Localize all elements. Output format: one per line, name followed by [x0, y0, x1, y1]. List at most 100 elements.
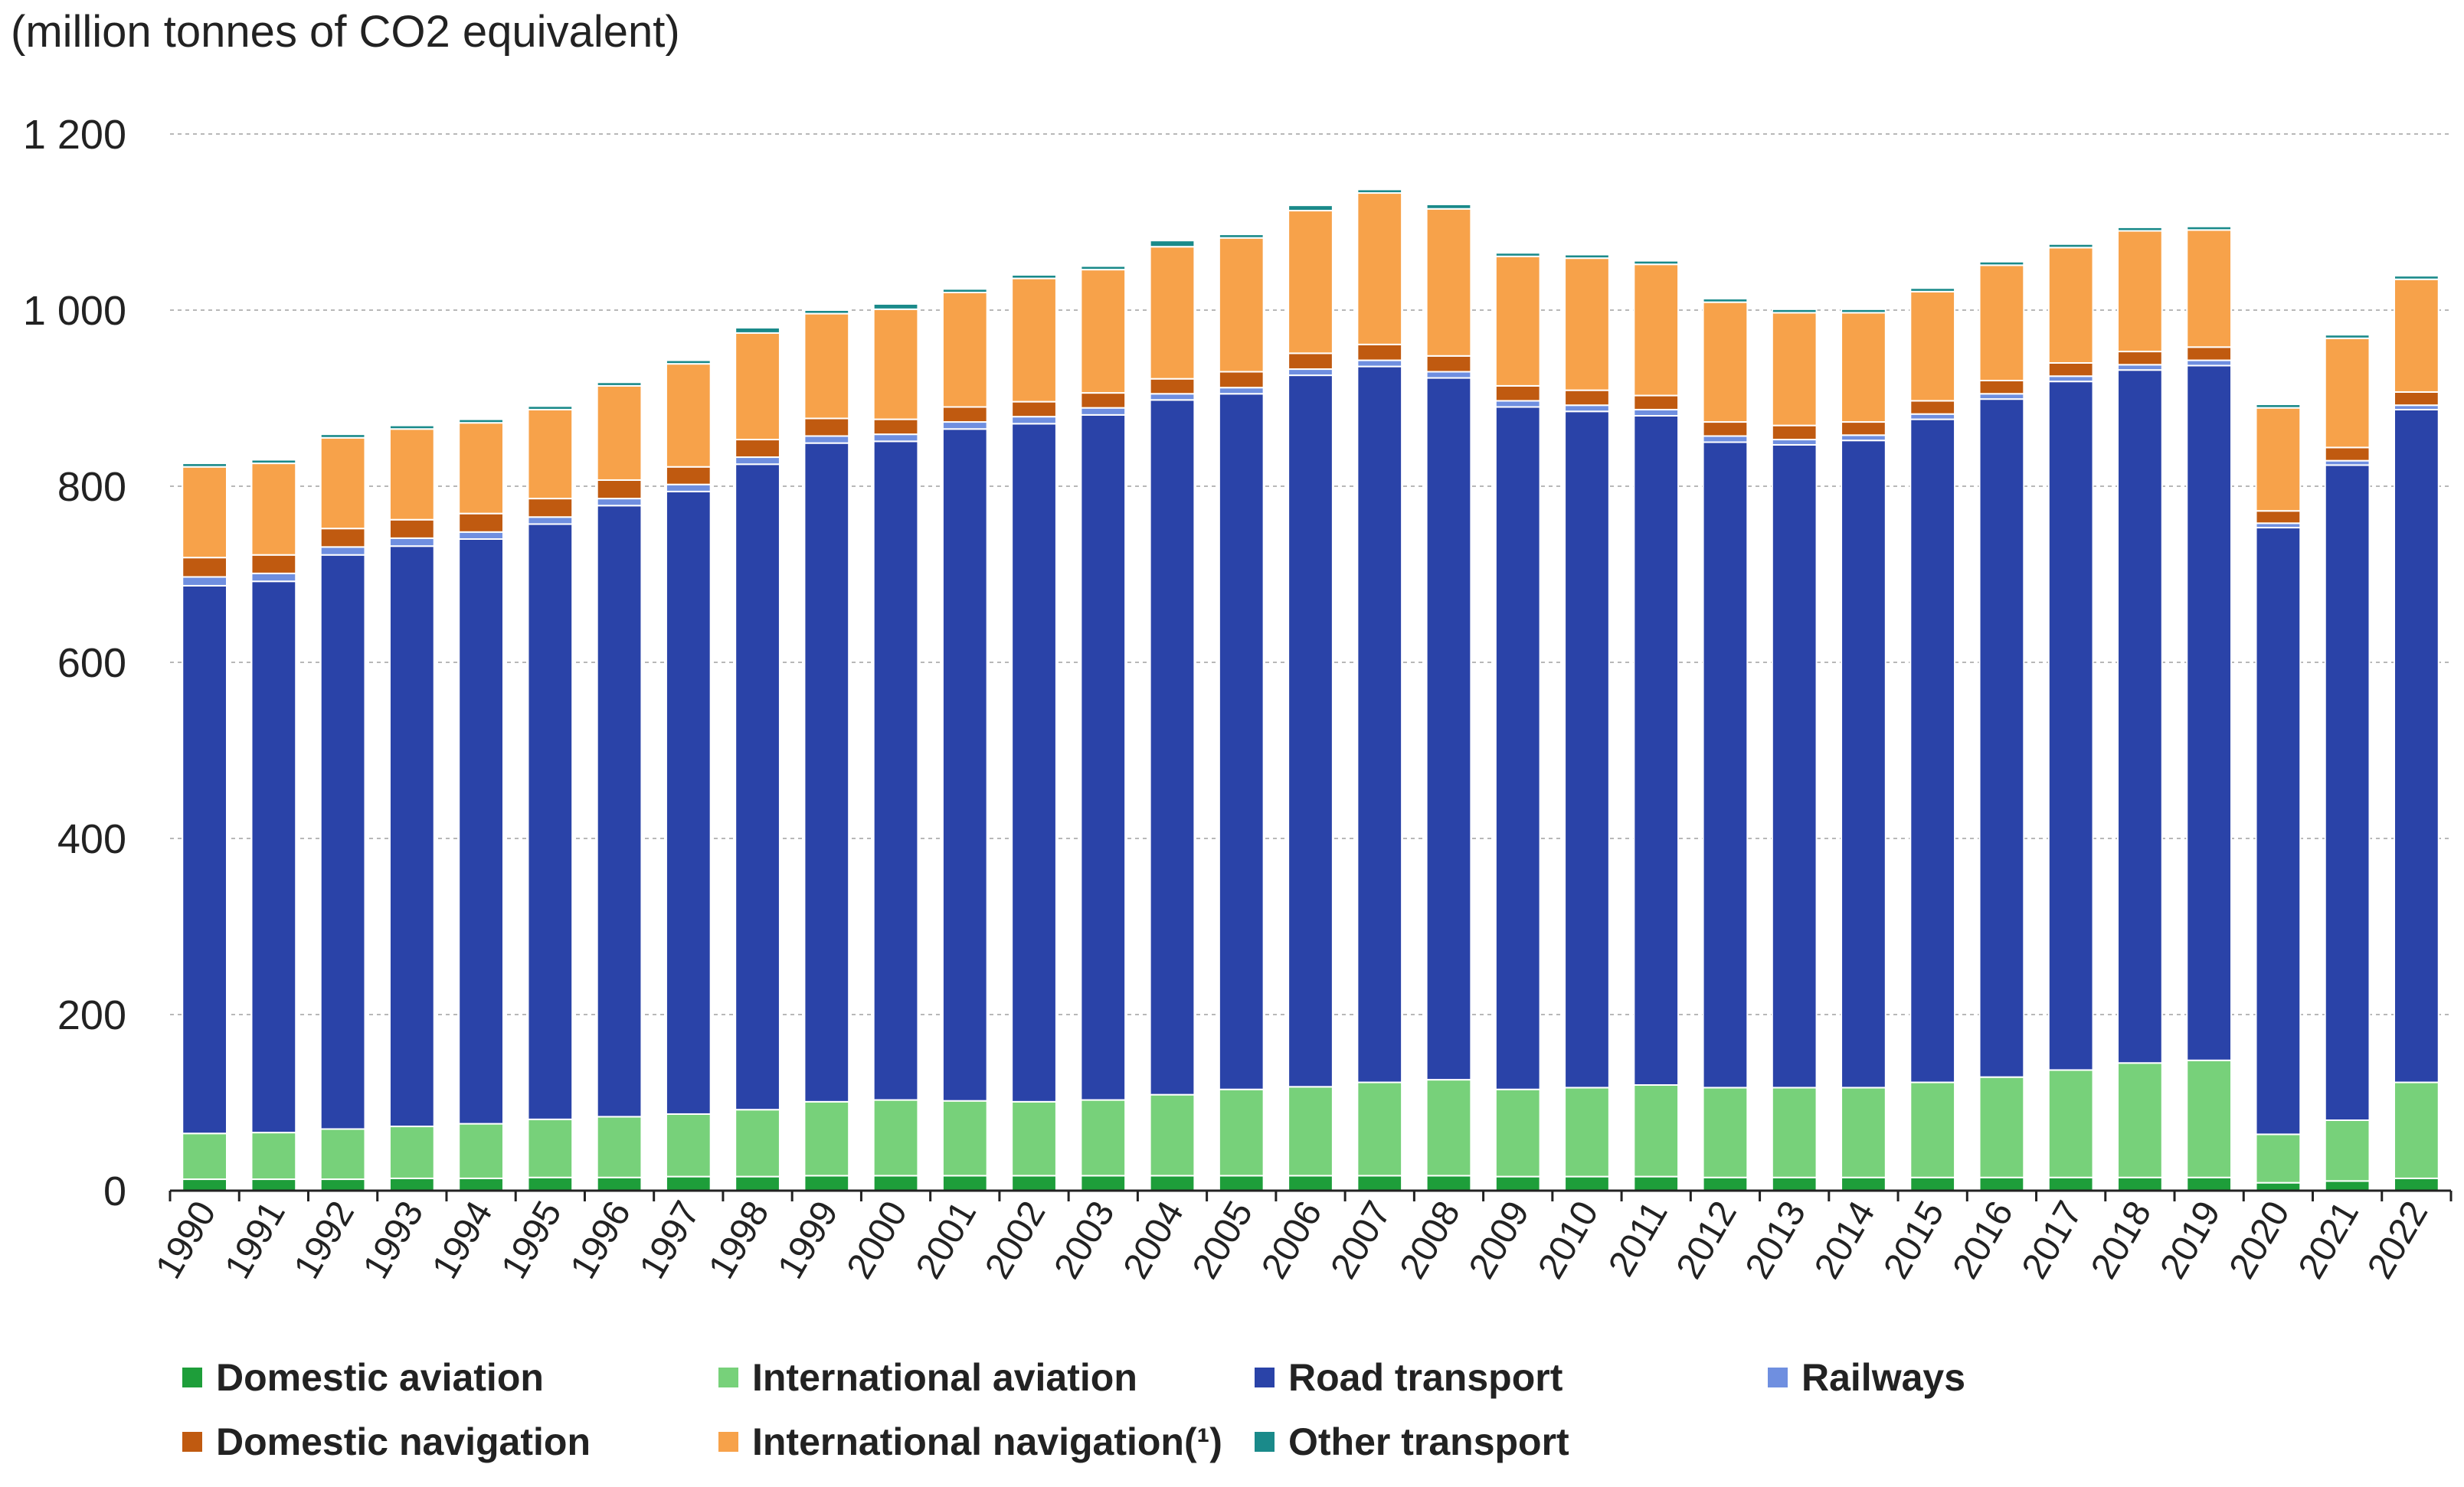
- bar-segment: [803, 1175, 850, 1191]
- x-tick-label: 2014: [1807, 1195, 1883, 1286]
- x-tick-label: 2015: [1876, 1195, 1952, 1286]
- bar-segment: [1288, 204, 1333, 212]
- bar-segment: [1425, 1175, 1472, 1191]
- bar-segment: [1425, 355, 1472, 373]
- bar-segment: [1080, 269, 1127, 394]
- legend-label: International navigation(¹): [752, 1420, 1222, 1463]
- bar-segment: [1771, 439, 1818, 446]
- bar-segment: [2047, 243, 2094, 249]
- y-tick-label: 400: [57, 816, 126, 862]
- bar-segment: [319, 1178, 366, 1192]
- y-tick-label: 600: [57, 640, 126, 686]
- bar-segment: [665, 1175, 712, 1191]
- bar-segment: [2186, 229, 2233, 348]
- legend-label: Domestic navigation: [216, 1420, 591, 1463]
- bar-segment: [596, 381, 643, 387]
- bar-segment: [1356, 1081, 1403, 1177]
- x-tick-label: 2003: [1047, 1195, 1123, 1286]
- legend-item: Railways: [1768, 1355, 1965, 1400]
- bar-segment: [1288, 352, 1333, 371]
- bar-segment: [1564, 257, 1610, 391]
- bar-segment: [2186, 1059, 2233, 1178]
- bar-segment: [1978, 380, 2025, 395]
- bar-segment: [1564, 410, 1610, 1089]
- bar-segment: [1841, 421, 1886, 436]
- legend: Domestic aviation International aviation R…: [182, 1355, 2403, 1485]
- x-tick-label: 1992: [286, 1195, 362, 1286]
- bar-segment: [388, 428, 435, 521]
- x-tick-label: 2006: [1254, 1195, 1330, 1286]
- bar-segment: [2117, 1062, 2163, 1178]
- bar-segment: [1149, 399, 1196, 1096]
- bar-segment: [2117, 369, 2163, 1064]
- bar-segment: [1080, 407, 1127, 416]
- bar-segment: [1771, 312, 1818, 426]
- bar-segment: [1841, 434, 1886, 442]
- bar-segment: [182, 1132, 227, 1181]
- x-tick-label: 2021: [2291, 1195, 2367, 1286]
- bar-segment: [1149, 377, 1196, 395]
- legend-swatch: [718, 1432, 738, 1452]
- bar-segment: [527, 516, 574, 525]
- bar-segment: [1149, 246, 1196, 380]
- bar-segment: [1633, 408, 1680, 417]
- bar-segment: [1218, 1175, 1265, 1191]
- y-tick-label: 0: [103, 1168, 126, 1214]
- bar-segment: [1356, 365, 1403, 1083]
- legend-item: Domestic aviation: [182, 1355, 544, 1400]
- bar-segment: [2255, 510, 2302, 525]
- x-tick-label: 2004: [1116, 1195, 1192, 1286]
- bar-segment: [2394, 391, 2439, 407]
- bar-segment: [2394, 278, 2439, 393]
- x-tick-label: 2005: [1185, 1195, 1261, 1286]
- bar-segment: [1288, 1175, 1333, 1191]
- bar-segment: [2324, 1119, 2371, 1182]
- bar-segment: [1702, 301, 1749, 423]
- bar-segment: [2117, 351, 2163, 366]
- bar-segment: [1080, 392, 1127, 409]
- bar-segment: [388, 424, 435, 430]
- bar-segment: [941, 1175, 988, 1191]
- bar-segment: [250, 462, 297, 556]
- bar-segment: [1978, 260, 2025, 266]
- x-tick-label: 2007: [1323, 1195, 1399, 1286]
- bar-segment: [319, 436, 366, 530]
- bar-segment: [182, 1178, 227, 1192]
- bar-segment: [2324, 446, 2371, 462]
- bar-segment: [1909, 400, 1956, 415]
- bar-segment: [1633, 1175, 1680, 1191]
- y-tick-label: 1 000: [23, 288, 126, 334]
- bar-segment: [1702, 435, 1749, 443]
- bar-segment: [1011, 1100, 1057, 1177]
- bar-segment: [2047, 1176, 2094, 1191]
- bar-segment: [458, 1177, 504, 1192]
- bar-segment: [319, 433, 366, 439]
- bar-segment: [1425, 1079, 1472, 1177]
- bar-segment: [2324, 464, 2371, 1121]
- bar-segment: [2324, 337, 2371, 449]
- bar-segment: [2117, 226, 2163, 232]
- bar-segment: [527, 405, 574, 410]
- legend-item: Other transport: [1255, 1420, 1569, 1464]
- bar-segment: [2047, 381, 2094, 1071]
- bar-segment: [1633, 415, 1680, 1086]
- bar-segment: [1218, 234, 1265, 239]
- bar-segment: [1564, 1087, 1610, 1178]
- bar-segment: [1564, 389, 1610, 407]
- bar-segment: [2394, 275, 2439, 280]
- x-tick-label: 1990: [148, 1195, 224, 1286]
- bar-segment: [250, 580, 297, 1134]
- bar-segment: [1771, 424, 1818, 441]
- bar-segment: [1909, 290, 1956, 402]
- x-tick-label: 2010: [1530, 1195, 1606, 1286]
- bar-segment: [735, 456, 780, 466]
- bar-segment: [1978, 398, 2025, 1078]
- x-tick-label: 1994: [424, 1195, 500, 1286]
- bar-segment: [319, 546, 366, 556]
- legend-swatch: [1255, 1368, 1275, 1387]
- bar-segment: [458, 512, 504, 533]
- bar-segment: [2394, 1081, 2439, 1179]
- bar-segment: [1080, 1099, 1127, 1177]
- bar-segment: [527, 408, 574, 500]
- bar-segment: [388, 518, 435, 539]
